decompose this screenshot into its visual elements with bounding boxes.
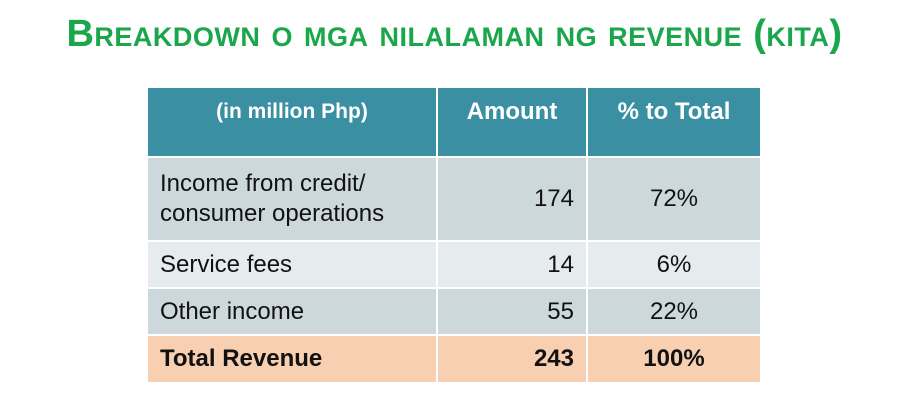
total-amount: 243 (436, 334, 588, 384)
row-label: Other income (146, 287, 438, 336)
header-unit: (in million Php) (146, 86, 438, 158)
row-label: Income from credit/ consumer operations (146, 156, 438, 242)
row-percent: 22% (586, 287, 762, 336)
table-row: Income from credit/ consumer operations … (146, 156, 762, 242)
header-percent: % to Total (586, 86, 762, 158)
row-percent: 6% (586, 240, 762, 289)
table-row: Other income 55 22% (146, 287, 762, 336)
row-amount: 174 (436, 156, 588, 242)
total-row: Total Revenue 243 100% (146, 334, 762, 384)
table-row: Service fees 14 6% (146, 240, 762, 289)
total-percent: 100% (586, 334, 762, 384)
total-label: Total Revenue (146, 334, 438, 384)
table-header-row: (in million Php) Amount % to Total (146, 86, 762, 158)
row-amount: 55 (436, 287, 588, 336)
row-amount: 14 (436, 240, 588, 289)
row-percent: 72% (586, 156, 762, 242)
header-amount: Amount (436, 86, 588, 158)
revenue-breakdown-table: (in million Php) Amount % to Total Incom… (146, 86, 762, 384)
row-label: Service fees (146, 240, 438, 289)
slide-title: Breakdown o mga nilalaman ng revenue (ki… (66, 13, 843, 55)
